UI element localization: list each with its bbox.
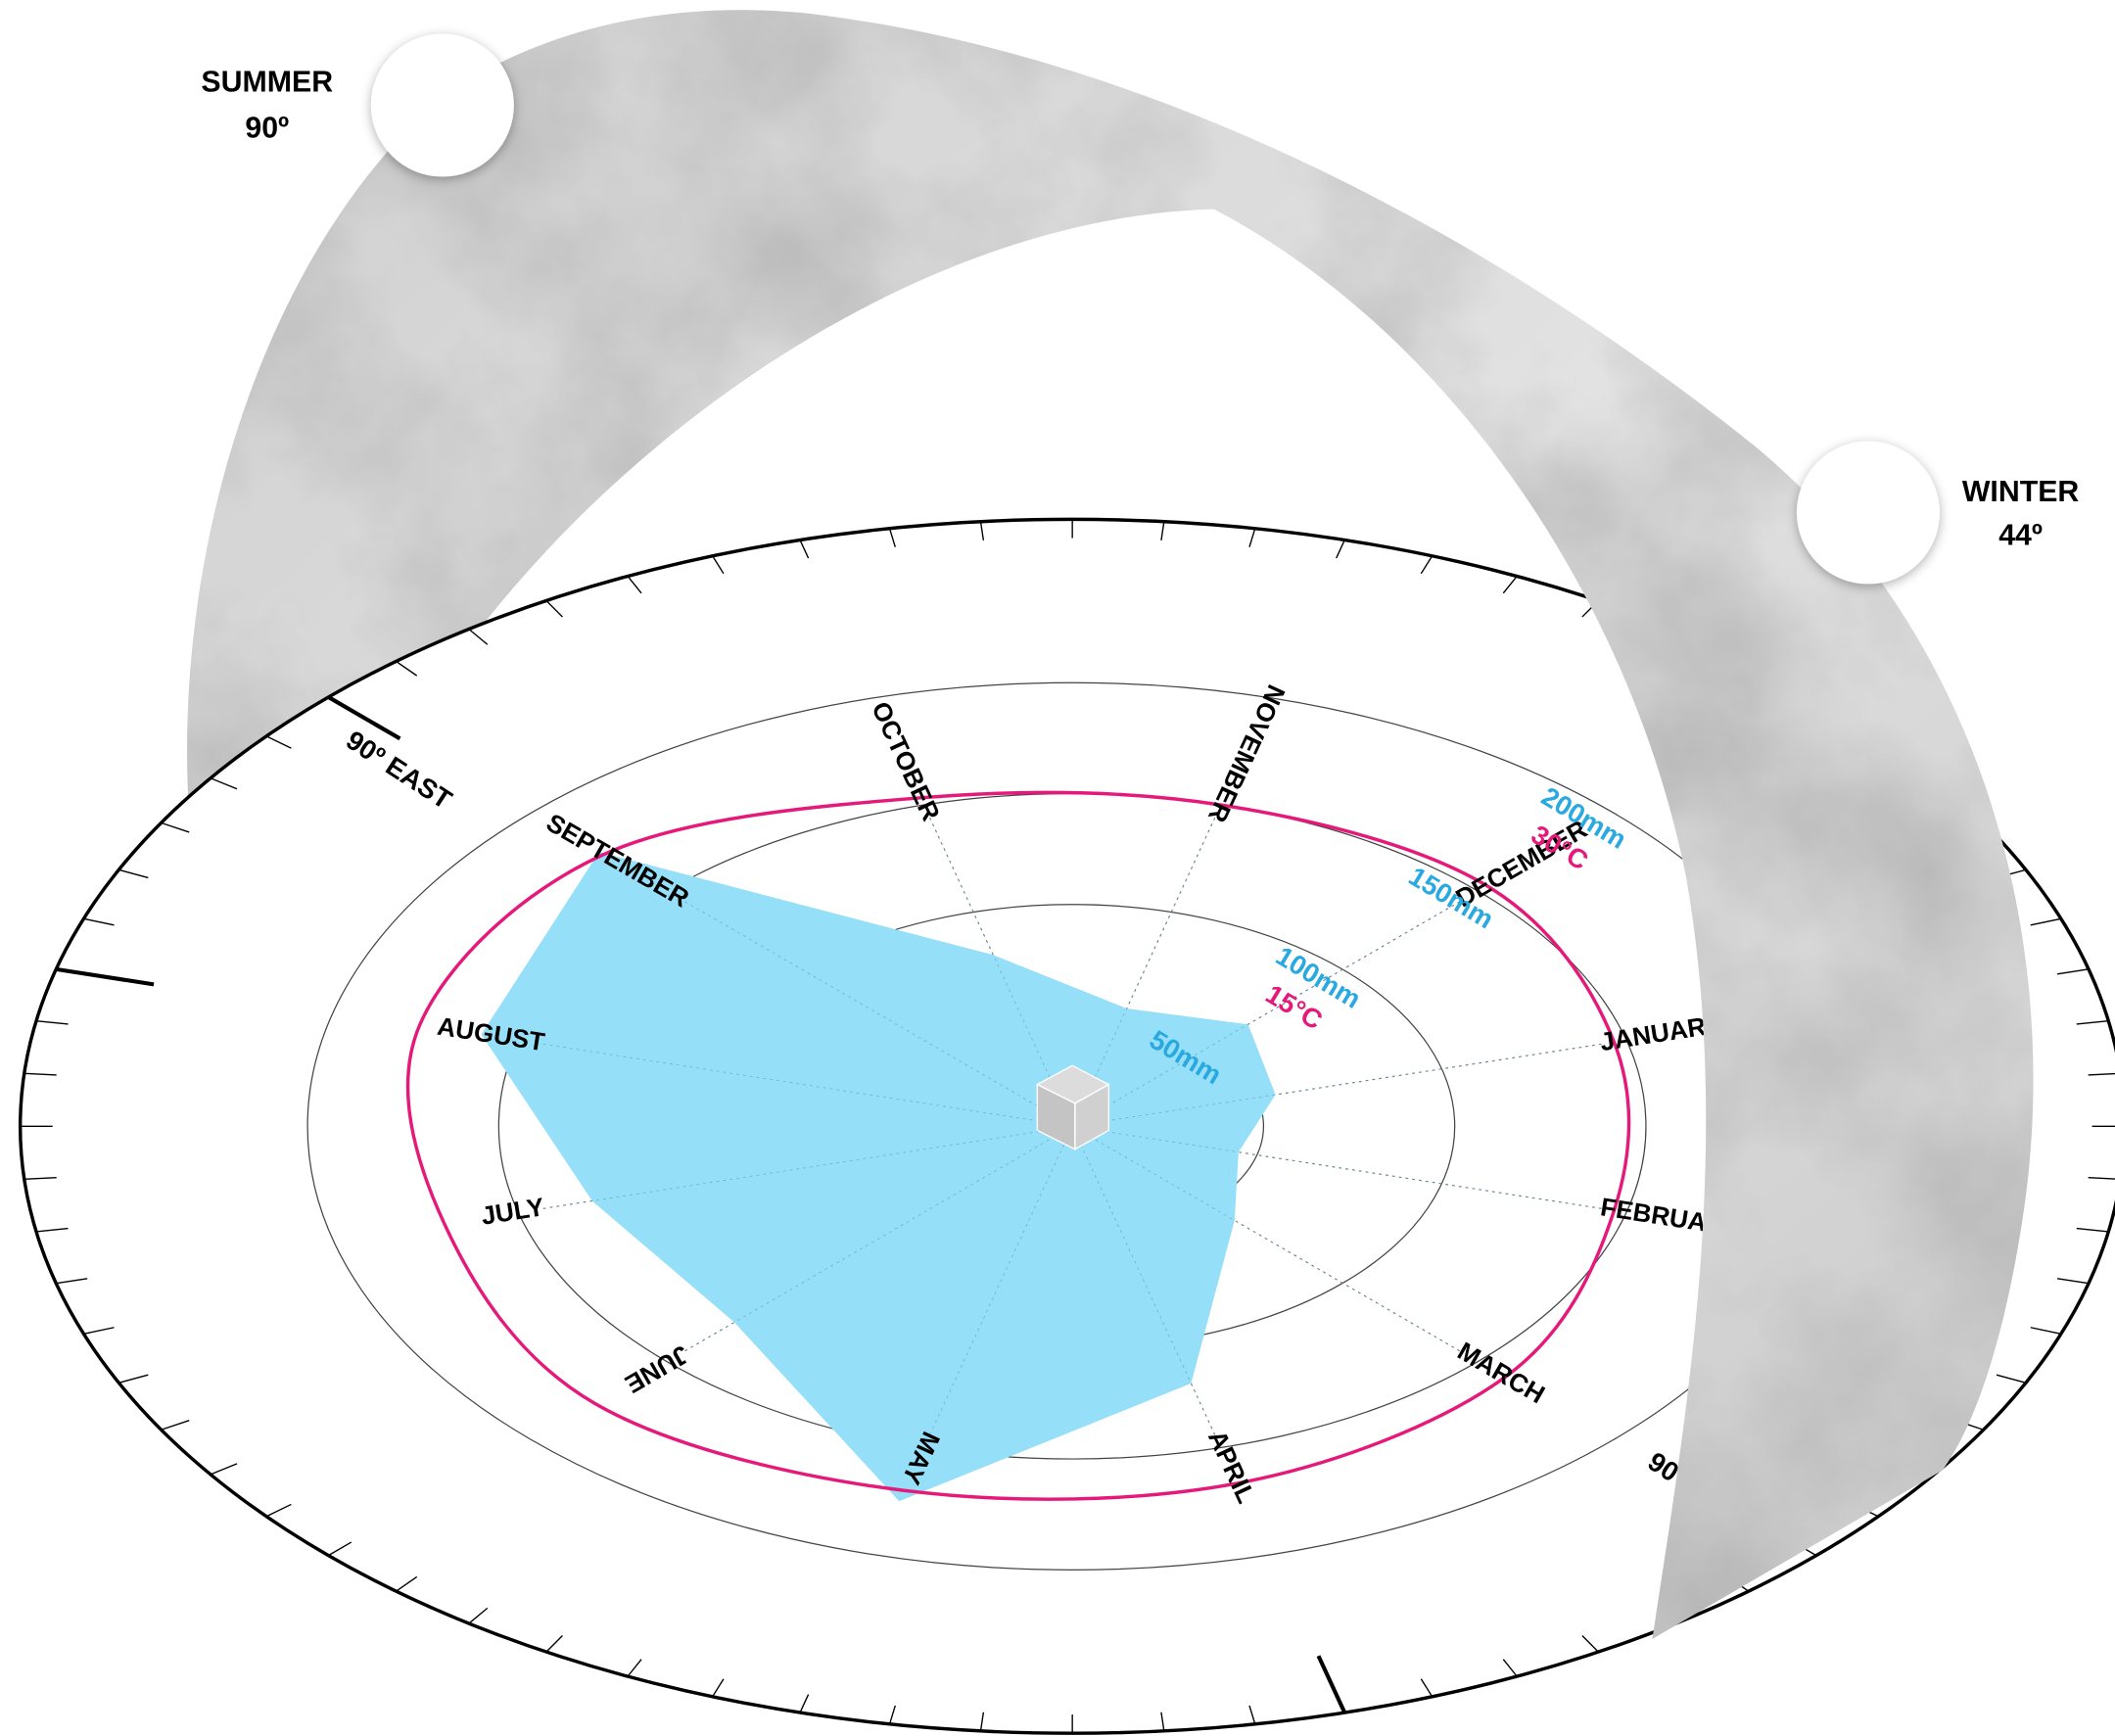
compass-tick xyxy=(979,521,985,540)
compass-tick xyxy=(1248,1705,1256,1724)
spoke-overlay xyxy=(1071,900,1463,1127)
compass-tick xyxy=(2088,1072,2115,1076)
cube-right xyxy=(1074,1083,1110,1150)
compass-tick xyxy=(265,1503,292,1518)
compass-tick xyxy=(2030,917,2061,926)
spoke-overlay xyxy=(1072,1043,1605,1127)
spoke-overlay xyxy=(929,1126,1073,1435)
season-angle: 90º xyxy=(245,112,289,144)
season-angle: 44º xyxy=(1998,519,2043,551)
compass-tick xyxy=(2076,1019,2109,1025)
compass-tick xyxy=(24,1176,57,1181)
spoke-overlay xyxy=(929,818,1073,1127)
compass-tick xyxy=(328,1541,352,1557)
compass-tick xyxy=(712,555,725,575)
compass-tick xyxy=(24,1072,57,1076)
compass-tick xyxy=(56,1278,88,1285)
compass-tick xyxy=(468,628,489,645)
spoke-overlay xyxy=(540,1043,1073,1127)
compass-tick xyxy=(396,1575,418,1592)
compass-tick xyxy=(118,1374,149,1384)
spoke-overlay xyxy=(682,1125,1073,1353)
compass-tick xyxy=(83,1327,115,1335)
compass-tick xyxy=(327,695,401,741)
compass-tick xyxy=(2076,1227,2109,1233)
compass-tick xyxy=(396,660,418,677)
sun-markers: SUMMER 90º WINTER 44º xyxy=(201,33,2080,585)
compass-tick xyxy=(1420,555,1434,575)
compass-tick xyxy=(118,868,149,879)
compass-tick xyxy=(468,1607,489,1624)
compass-tick xyxy=(799,540,810,559)
compass-tick xyxy=(799,1694,810,1713)
compass-tick xyxy=(210,777,238,790)
compass-tick xyxy=(35,1227,69,1233)
compass-tick xyxy=(2088,1176,2115,1180)
compass-tick xyxy=(1502,1659,1518,1677)
compass-tick xyxy=(1316,1655,1347,1713)
spoke-overlay xyxy=(1071,1125,1463,1353)
compass-tick xyxy=(265,735,292,749)
spoke-overlay xyxy=(1071,1126,1216,1435)
compass-tick xyxy=(1420,1678,1434,1698)
compass-tick xyxy=(1996,1374,2027,1384)
compass-tick xyxy=(161,1420,190,1431)
season-label: SUMMER xyxy=(201,66,333,98)
spoke-overlay xyxy=(540,1125,1073,1210)
compass-tick xyxy=(2056,968,2090,975)
compass-tick xyxy=(1336,540,1345,559)
compass-tick xyxy=(1160,1712,1165,1731)
compass-tick xyxy=(161,821,190,833)
compass-tick xyxy=(888,1705,896,1724)
compass-tick xyxy=(210,1463,238,1476)
winter-sun xyxy=(1796,441,1940,585)
compass-tick xyxy=(2056,1278,2090,1285)
compass-tick xyxy=(545,1635,563,1653)
compass-tick xyxy=(627,576,642,594)
compass-tick xyxy=(2030,1327,2061,1335)
compass-tick xyxy=(545,599,563,618)
compass-tick xyxy=(55,966,155,987)
season-label: WINTER xyxy=(1962,476,2080,508)
compass-tick xyxy=(979,1712,985,1731)
spoke-overlay xyxy=(1072,1125,1605,1210)
spoke-overlay xyxy=(682,900,1073,1127)
spoke-overlay xyxy=(1071,818,1216,1127)
compass-tick xyxy=(1160,521,1165,540)
compass-tick xyxy=(1581,1635,1599,1653)
compass-tick xyxy=(712,1678,725,1698)
precipitation-area xyxy=(481,852,1276,1502)
compass-tick xyxy=(627,1659,642,1677)
compass-tick xyxy=(888,528,896,547)
compass-tick xyxy=(35,1019,69,1025)
compass-tick xyxy=(83,917,115,926)
compass-tick xyxy=(1248,528,1256,547)
compass-tick xyxy=(1502,576,1518,594)
temperature-line xyxy=(405,790,1631,1501)
summer-sun xyxy=(370,33,514,177)
